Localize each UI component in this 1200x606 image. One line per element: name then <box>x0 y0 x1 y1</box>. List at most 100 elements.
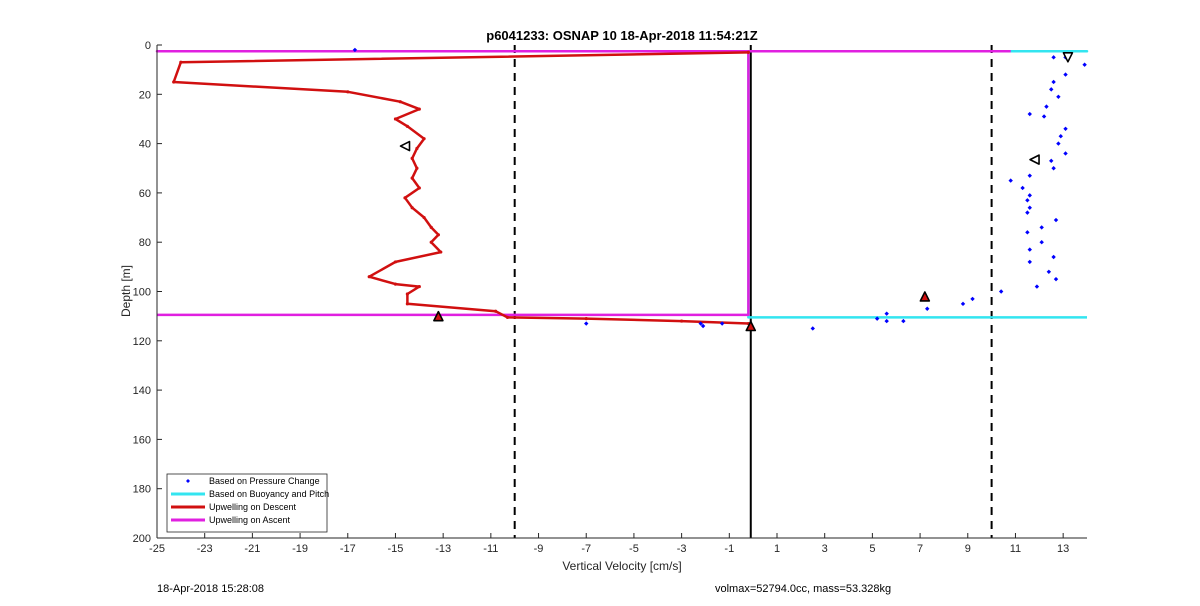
series-point-upwelling-on-descent-2 <box>172 80 176 84</box>
marker-triangle-left-0 <box>399 140 411 152</box>
x-tick-label: 1 <box>774 543 780 555</box>
data-point-5 <box>1051 79 1056 85</box>
series-point-upwelling-on-descent-21 <box>393 260 398 264</box>
series-point-upwelling-on-descent-12 <box>410 176 414 180</box>
series-point-upwelling-on-descent-18 <box>436 233 440 237</box>
legend-label-based-on-buoyancy-and-pitch: Based on Buoyancy and Pitch <box>209 489 329 499</box>
data-point-14 <box>1063 151 1068 156</box>
data-point-46 <box>584 321 589 326</box>
legend-label-based-on-pressure-change: Based on Pressure Change <box>209 476 320 486</box>
y-tick-label: 20 <box>139 89 151 101</box>
x-tick-label: -15 <box>388 543 404 555</box>
marker-triangle-left-1 <box>1029 154 1040 165</box>
data-point-12 <box>1058 134 1063 139</box>
x-tick-label: 11 <box>1010 543 1021 555</box>
series-point-upwelling-on-descent-25 <box>405 292 409 296</box>
series-point-upwelling-on-descent-3 <box>346 90 350 94</box>
legend-box <box>166 473 328 533</box>
x-tick-label: -7 <box>581 543 591 555</box>
data-point-41 <box>884 318 889 324</box>
y-tick-label: 40 <box>139 139 151 151</box>
data-point-13 <box>1056 141 1061 146</box>
series-point-upwelling-on-descent-30 <box>680 319 684 323</box>
y-axis-label: Depth [m] <box>119 265 133 317</box>
series-point-upwelling-on-descent-23 <box>393 282 398 286</box>
x-tick-label: -9 <box>534 543 544 555</box>
series-layer <box>155 47 1089 331</box>
data-point-22 <box>1027 205 1032 210</box>
x-tick-label: -19 <box>292 543 308 555</box>
series-line-upwelling-on-descent <box>172 51 749 325</box>
data-point-17 <box>1027 173 1032 178</box>
x-tick-label: -1 <box>724 543 734 555</box>
series-point-upwelling-on-descent-0 <box>746 50 750 54</box>
data-point-33 <box>1034 284 1040 289</box>
y-tick-label: 160 <box>133 434 151 446</box>
y-tick-label: 200 <box>133 533 151 545</box>
series-point-upwelling-on-descent-6 <box>393 117 398 121</box>
series-point-upwelling-on-descent-11 <box>415 166 419 170</box>
y-tick-label: 0 <box>145 40 151 52</box>
series-point-upwelling-on-descent-27 <box>494 309 498 313</box>
data-point-38 <box>901 318 906 324</box>
x-tick-label: -5 <box>629 543 639 555</box>
data-point-44 <box>700 323 706 329</box>
data-point-34 <box>998 289 1004 294</box>
data-point-2 <box>1051 55 1056 60</box>
data-point-24 <box>1053 217 1059 223</box>
data-point-11 <box>1063 126 1068 132</box>
series-point-upwelling-on-descent-19 <box>429 240 433 244</box>
x-tick-label: -11 <box>483 543 498 555</box>
x-tick-label: -17 <box>340 543 356 555</box>
reference-lines <box>513 45 993 538</box>
data-point-16 <box>1051 166 1056 171</box>
data-point-7 <box>1056 94 1061 99</box>
series-point-upwelling-on-descent-24 <box>417 284 421 289</box>
y-tick-label: 60 <box>139 188 151 200</box>
series-point-upwelling-on-descent-1 <box>179 60 183 64</box>
marker-layer <box>399 52 1074 332</box>
series-point-upwelling-on-descent-16 <box>422 215 426 220</box>
x-tick-label: -3 <box>677 543 687 555</box>
data-point-45 <box>698 321 703 326</box>
plot-area <box>157 45 1087 538</box>
series-point-upwelling-on-descent-29 <box>584 317 588 321</box>
series-point-upwelling-on-descent-26 <box>405 302 409 306</box>
footer-volmax-mass: volmax=52794.0cc, mass=53.328kg <box>715 583 892 595</box>
y-tick-label: 120 <box>133 336 151 348</box>
data-point-42 <box>810 326 815 331</box>
y-tick-label: 180 <box>133 484 151 496</box>
x-tick-label: -23 <box>197 543 213 555</box>
marker-triangle-up-3 <box>433 310 444 322</box>
data-point-19 <box>1020 185 1025 191</box>
x-tick-label: 13 <box>1057 543 1069 555</box>
series-point-upwelling-on-descent-8 <box>422 137 426 141</box>
data-point-15 <box>1049 158 1054 164</box>
x-tick-label: 7 <box>917 543 923 555</box>
data-point-40 <box>874 316 880 321</box>
data-point-25 <box>1039 225 1044 230</box>
series-point-upwelling-on-descent-13 <box>417 186 421 190</box>
data-point-37 <box>925 306 930 311</box>
data-point-29 <box>1051 254 1056 260</box>
data-point-8 <box>1044 104 1049 109</box>
data-point-31 <box>1046 269 1052 274</box>
y-tick-label: 100 <box>133 287 151 299</box>
series-point-upwelling-on-descent-4 <box>398 100 402 104</box>
marker-triangle-up-5 <box>745 320 757 332</box>
data-point-23 <box>1025 210 1030 215</box>
x-tick-label: 5 <box>869 543 875 555</box>
series-point-upwelling-on-descent-15 <box>410 206 414 210</box>
marker-triangle-down-2 <box>1062 52 1074 63</box>
data-point-32 <box>1053 276 1059 282</box>
data-point-30 <box>1027 259 1032 265</box>
series-line-upwelling-on-ascent <box>155 49 1011 317</box>
data-point-27 <box>1039 240 1044 245</box>
series-point-upwelling-on-descent-22 <box>367 275 371 279</box>
data-point-26 <box>1025 230 1030 235</box>
series-point-upwelling-on-descent-5 <box>417 107 421 111</box>
y-tick-label: 140 <box>133 385 151 397</box>
series-point-upwelling-on-descent-9 <box>415 146 419 151</box>
data-point-9 <box>1041 114 1047 119</box>
